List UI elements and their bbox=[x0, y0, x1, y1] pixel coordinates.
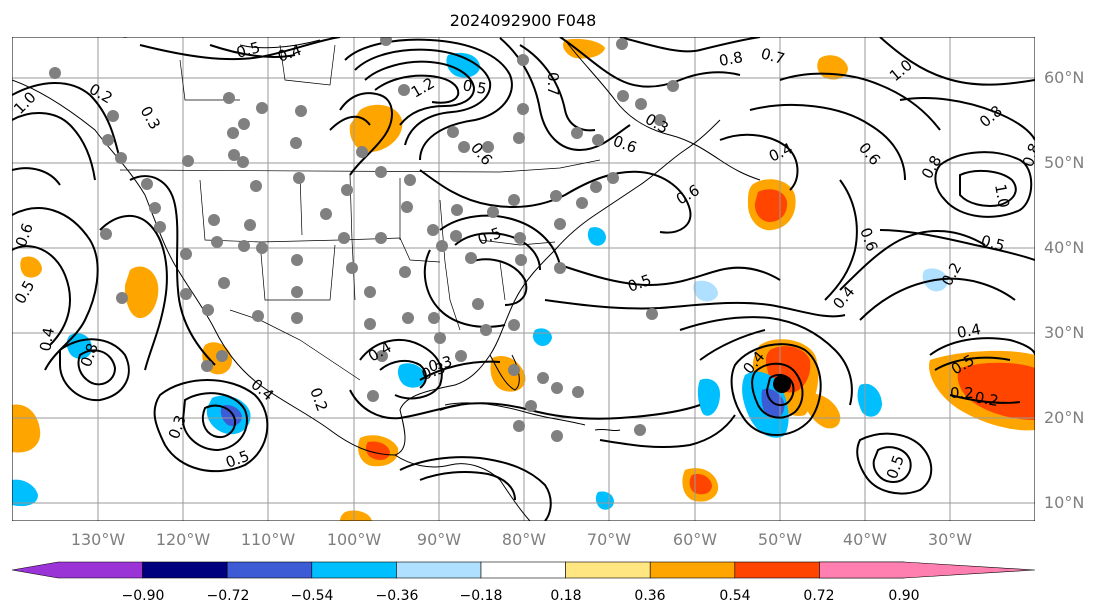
shade-patch-orange bbox=[563, 38, 605, 59]
shade-patch-blue bbox=[697, 378, 720, 416]
lat-label: 30°N bbox=[1044, 323, 1084, 342]
contour-lines bbox=[12, 37, 1035, 521]
figure-title: 2024092900 F048 bbox=[450, 11, 597, 30]
colorbar-segment bbox=[480, 561, 566, 579]
colorbar-tick: −0.90 bbox=[122, 588, 165, 604]
contour-label: 0.3 bbox=[426, 352, 454, 376]
map-panel: 0.5 0.4 0.2 0.3 1.0 1.2 0.6 0.7 0.8 0.5 … bbox=[12, 37, 1035, 521]
lon-label: 80°W bbox=[502, 530, 546, 549]
colorbar-tick: −0.72 bbox=[207, 588, 250, 604]
colorbar-segment bbox=[311, 561, 397, 579]
lon-label: 40°W bbox=[843, 530, 887, 549]
storm-center-marker bbox=[773, 375, 791, 393]
shade-patch-orange bbox=[804, 393, 841, 429]
contour-label: 0.4 bbox=[36, 326, 58, 353]
shade-patch-blue bbox=[587, 227, 606, 246]
colorbar-tick: 0.18 bbox=[550, 588, 581, 604]
colorbar-extend-high bbox=[819, 561, 1036, 579]
lon-label: 30°W bbox=[928, 530, 972, 549]
contour-label: 0.8 bbox=[718, 48, 745, 70]
shade-patch-orange bbox=[12, 404, 41, 453]
colorbar: −0.90 −0.72 −0.54 −0.36 −0.18 0.18 0.36 … bbox=[11, 561, 1036, 604]
shade-patch-orange bbox=[340, 510, 372, 521]
colorbar-segment bbox=[734, 561, 820, 579]
station-markers bbox=[49, 37, 679, 442]
colorbar-tick: −0.36 bbox=[376, 588, 419, 604]
shade-patch-orange bbox=[124, 266, 159, 318]
colorbar-tick: −0.54 bbox=[291, 588, 334, 604]
longitude-axis: 130°W 120°W 110°W 100°W 90°W 80°W 70°W 6… bbox=[71, 530, 972, 549]
shade-patch-blue bbox=[397, 363, 425, 388]
colorbar-segments bbox=[11, 561, 1036, 579]
shade-patch-lightblue bbox=[693, 280, 718, 302]
lon-label: 50°W bbox=[758, 530, 802, 549]
contour-label: 1.0 bbox=[991, 183, 1013, 210]
shade-patch-orange bbox=[349, 104, 403, 153]
lon-label: 120°W bbox=[156, 530, 211, 549]
political-borders bbox=[119, 44, 601, 381]
lat-label: 10°N bbox=[1044, 493, 1084, 512]
shade-patch-orange bbox=[20, 256, 42, 278]
colorbar-tick: −0.18 bbox=[460, 588, 503, 604]
colorbar-extend-low bbox=[11, 561, 143, 579]
lat-label: 20°N bbox=[1044, 408, 1084, 427]
lon-label: 130°W bbox=[71, 530, 126, 549]
shade-patch-blue bbox=[446, 52, 480, 78]
colorbar-tick: 0.90 bbox=[888, 588, 919, 604]
shade-patch-red bbox=[754, 189, 788, 222]
lon-label: 110°W bbox=[241, 530, 296, 549]
lon-label: 100°W bbox=[327, 530, 382, 549]
colorbar-segment bbox=[396, 561, 482, 579]
lon-label: 60°W bbox=[673, 530, 717, 549]
contour-label: 0.5 bbox=[979, 231, 1007, 255]
shade-patch-blue bbox=[12, 479, 38, 507]
contour-label: 0.5 bbox=[234, 38, 262, 62]
shade-patch-blue bbox=[857, 383, 882, 417]
contour-label: 0.7 bbox=[544, 72, 562, 96]
colorbar-segment bbox=[226, 561, 313, 579]
colorbar-ticks: −0.90 −0.72 −0.54 −0.36 −0.18 0.18 0.36 … bbox=[122, 588, 920, 604]
contour-label: 0.7 bbox=[759, 44, 787, 68]
latitude-axis: 60°N 50°N 40°N 30°N 20°N 10°N bbox=[1044, 68, 1084, 512]
shade-patch-red bbox=[365, 441, 390, 460]
colorbar-segment bbox=[142, 561, 228, 579]
lat-label: 60°N bbox=[1044, 68, 1084, 87]
colorbar-segment bbox=[649, 561, 736, 579]
contour-label: 0.4 bbox=[956, 320, 983, 342]
colorbar-segment bbox=[565, 561, 651, 579]
lon-label: 70°W bbox=[587, 530, 631, 549]
lat-label: 50°N bbox=[1044, 153, 1084, 172]
shade-patch-darkblue bbox=[220, 405, 242, 426]
colorbar-tick: 0.54 bbox=[719, 588, 750, 604]
colorbar-tick: 0.72 bbox=[803, 588, 834, 604]
contour-label: 0.2 bbox=[950, 384, 974, 402]
lon-label: 90°W bbox=[417, 530, 461, 549]
colorbar-tick: 0.36 bbox=[634, 588, 665, 604]
shade-patch-red bbox=[957, 362, 1035, 420]
lat-label: 40°N bbox=[1044, 238, 1084, 257]
contour-label: 0.2 bbox=[973, 388, 1000, 410]
contour-label: 0.5 bbox=[461, 76, 488, 98]
